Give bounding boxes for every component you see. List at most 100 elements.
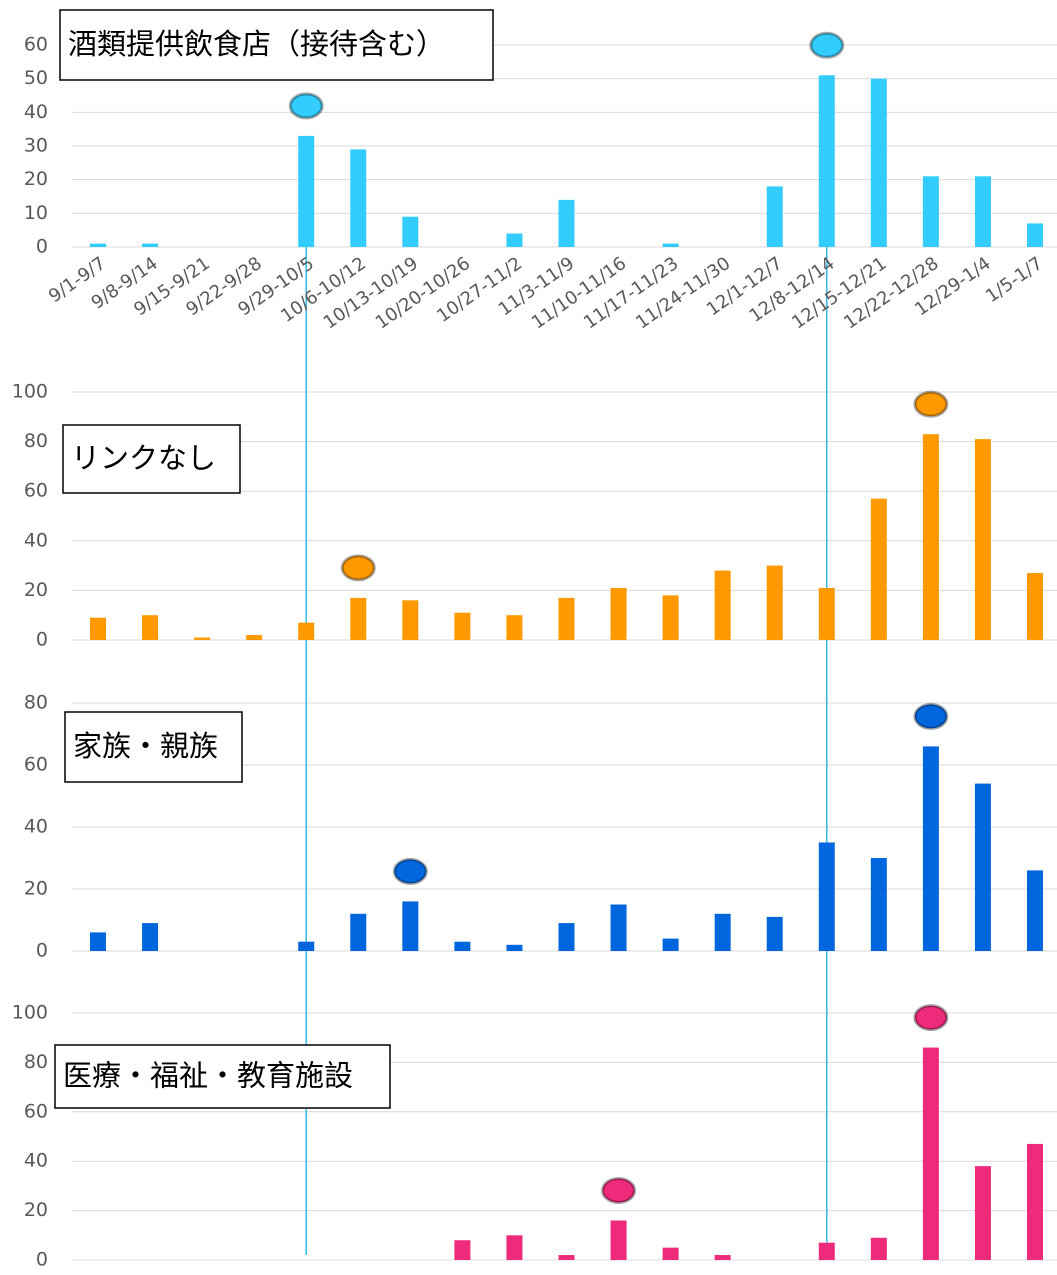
bar bbox=[1027, 1143, 1043, 1260]
highlight-marker bbox=[913, 390, 949, 418]
bar bbox=[298, 941, 315, 951]
bar bbox=[350, 913, 367, 951]
panel-title: 医療・福祉・教育施設 bbox=[63, 1059, 353, 1093]
bar bbox=[922, 176, 939, 247]
bar bbox=[142, 615, 159, 640]
y-tick-label: 60 bbox=[24, 1100, 48, 1122]
bar bbox=[662, 938, 679, 951]
bar bbox=[870, 858, 887, 951]
title-box bbox=[59, 9, 494, 81]
bar bbox=[818, 587, 835, 640]
bar bbox=[610, 587, 627, 640]
bar bbox=[1027, 573, 1043, 640]
bar bbox=[818, 1242, 835, 1260]
bar bbox=[90, 932, 106, 951]
bar bbox=[1027, 223, 1043, 247]
y-tick-label: 60 bbox=[24, 480, 48, 502]
bar bbox=[506, 1235, 523, 1260]
title-box bbox=[54, 1044, 391, 1109]
highlight-marker bbox=[601, 1176, 637, 1204]
y-tick-label: 0 bbox=[36, 940, 48, 962]
title-box bbox=[64, 711, 243, 783]
highlight-marker bbox=[288, 92, 324, 120]
y-tick-label: 20 bbox=[24, 1199, 48, 1221]
bar bbox=[298, 622, 315, 640]
y-tick-label: 60 bbox=[24, 754, 48, 776]
bar bbox=[142, 923, 159, 951]
y-tick-label: 50 bbox=[24, 67, 48, 89]
bar bbox=[558, 597, 575, 640]
bar bbox=[714, 913, 731, 951]
bar bbox=[506, 944, 523, 951]
y-tick-label: 0 bbox=[36, 629, 48, 651]
y-tick-label: 40 bbox=[24, 1150, 48, 1172]
bar bbox=[714, 570, 731, 640]
y-tick-label: 20 bbox=[24, 878, 48, 900]
bar bbox=[402, 901, 419, 951]
y-tick-label: 40 bbox=[24, 529, 48, 551]
bar bbox=[870, 1237, 887, 1260]
bar bbox=[350, 597, 367, 640]
bar bbox=[922, 434, 939, 640]
y-tick-label: 100 bbox=[12, 381, 48, 403]
y-tick-label: 100 bbox=[12, 1002, 48, 1024]
bar bbox=[194, 637, 211, 640]
bar bbox=[454, 1240, 471, 1260]
highlight-marker bbox=[913, 1004, 949, 1032]
bar bbox=[662, 243, 679, 247]
bar bbox=[870, 78, 887, 248]
bar bbox=[714, 1255, 731, 1260]
bar bbox=[298, 135, 315, 247]
bar bbox=[766, 186, 783, 247]
bar bbox=[766, 565, 783, 640]
bar bbox=[818, 75, 835, 247]
bar bbox=[766, 916, 783, 951]
bar bbox=[558, 1255, 575, 1260]
bar bbox=[870, 498, 887, 640]
y-tick-label: 20 bbox=[24, 168, 48, 190]
bar bbox=[1027, 870, 1043, 951]
y-tick-label: 0 bbox=[36, 1249, 48, 1271]
highlight-marker bbox=[392, 857, 428, 885]
y-tick-label: 10 bbox=[24, 202, 48, 224]
bar bbox=[818, 842, 835, 951]
panel-title: リンクなし bbox=[71, 441, 216, 475]
y-tick-label: 80 bbox=[24, 692, 48, 714]
bar bbox=[974, 1166, 991, 1260]
bar bbox=[506, 233, 523, 247]
panel-title: 家族・親族 bbox=[73, 729, 218, 763]
bar bbox=[662, 595, 679, 640]
bar bbox=[350, 149, 367, 247]
highlight-marker bbox=[809, 31, 845, 59]
bar bbox=[662, 1247, 679, 1260]
y-tick-label: 0 bbox=[36, 236, 48, 258]
highlight-marker bbox=[340, 554, 376, 582]
y-tick-label: 80 bbox=[24, 430, 48, 452]
bar bbox=[142, 243, 159, 247]
bar bbox=[90, 243, 106, 247]
bar bbox=[558, 199, 575, 247]
bar bbox=[974, 783, 991, 951]
y-tick-label: 20 bbox=[24, 579, 48, 601]
x-tick-label: 1/5-1/7 bbox=[982, 253, 1047, 307]
bar bbox=[974, 439, 991, 640]
bar bbox=[558, 923, 575, 951]
bar bbox=[974, 176, 991, 247]
y-tick-label: 60 bbox=[24, 34, 48, 56]
bar bbox=[610, 904, 627, 951]
bar bbox=[610, 1220, 627, 1260]
bar bbox=[506, 615, 523, 640]
bar bbox=[402, 216, 419, 247]
bar bbox=[922, 746, 939, 951]
y-tick-label: 80 bbox=[24, 1051, 48, 1073]
title-box bbox=[62, 424, 241, 494]
highlight-marker bbox=[913, 702, 949, 730]
y-tick-label: 40 bbox=[24, 816, 48, 838]
bar bbox=[246, 635, 263, 640]
bar bbox=[90, 617, 106, 640]
bar bbox=[454, 941, 471, 951]
y-tick-label: 40 bbox=[24, 101, 48, 123]
bar bbox=[922, 1047, 939, 1260]
bar bbox=[454, 612, 471, 640]
